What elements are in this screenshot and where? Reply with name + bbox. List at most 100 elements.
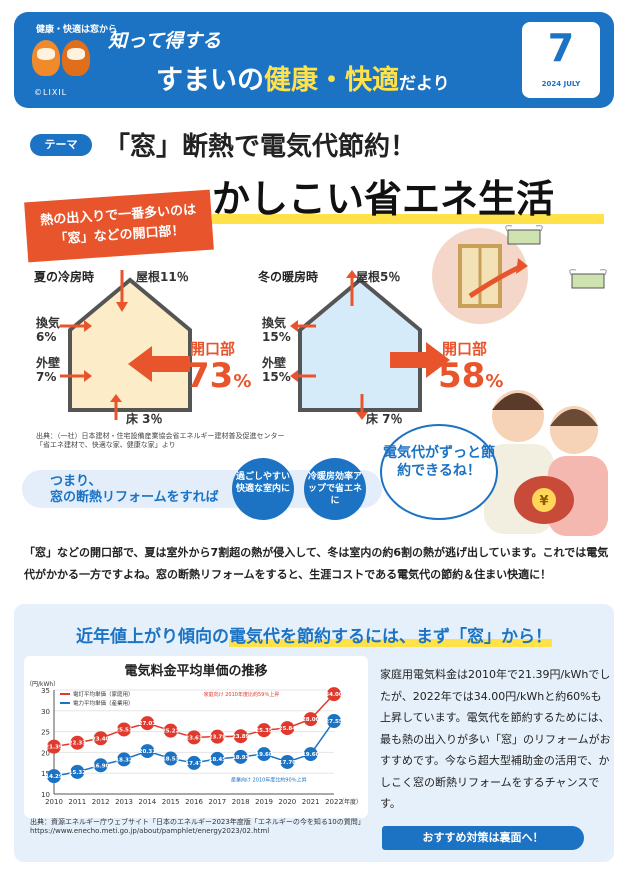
x-tick-label: 2015 [162,798,180,806]
winter-vent-pct: 15% [262,330,291,344]
data-point [280,721,295,736]
data-label: 19.60 [302,752,320,758]
winter-label: 冬の暖房時 [258,270,319,284]
summer-vent-pct: 6% [36,330,57,344]
x-tick-label: 2013 [115,798,133,806]
y-tick-label: 15 [41,770,50,778]
summer-opening-label: 開口部 [190,340,236,358]
diagram-source-line2: 「省エネ建材で、快適な家、健康な家」より [36,441,176,449]
data-point [140,744,155,759]
diagram-source: 出典：（一社）日本建材・住宅設備産業協会省エネルギー建材普及促進センター 「省エ… [36,432,285,450]
y-tick-label: 30 [41,708,50,716]
header-title: すまいの健康・快適だより [156,65,450,96]
data-label: 15.32 [69,770,87,776]
winter-opening-pct: 58% [438,356,504,396]
annotation-industry: 産業向け 2010年度比約90％上昇 [231,776,307,783]
header-banner [14,12,614,108]
data-point [117,752,131,767]
winter-opening-label: 開口部 [442,340,488,358]
data-label: 25.22 [162,729,180,735]
data-point [93,758,108,773]
benefit-line2: 窓の断熱リフォームをすれば [50,490,219,505]
issue-number: 7 [547,26,575,70]
winter-house-icon [290,270,450,420]
chart-source-line1: 出典：資源エネルギー庁ウェブサイト「日本のエネルギー2023年度版「エネルギーの… [30,818,365,826]
summer-wall-pct: 7% [36,370,57,384]
theme-badge: テーマ [30,134,92,156]
theme-title: 「窓」断熱で電気代節約！ [104,132,417,162]
data-label: 25.51 [115,727,133,733]
brand-tag: 健康・快適は窓から [36,25,118,35]
callout-box: 熱の出入りで一番多いのは 「窓」などの開口部！ [24,189,214,263]
summer-opening-pct: 73% [186,356,252,396]
x-tick-label: 2010 [45,798,63,806]
winter-floor: 床 7％ [366,412,403,426]
data-label: 23.89 [232,734,250,740]
issue-date: 2024 JULY [541,80,581,88]
headline-underline [212,214,604,224]
data-point [257,723,271,738]
data-point [327,713,341,728]
data-point [210,751,225,766]
data-label: 18.45 [209,757,227,763]
benefit-circle-energy: 冷暖房効率アップで省エネに [304,458,366,520]
data-point [163,723,178,738]
annotation-home: 家庭向け 2010年度比約59％上昇 [204,691,280,698]
x-tick-label: 2016 [185,798,203,806]
y-tick-label: 10 [41,791,50,799]
data-point [117,722,131,737]
data-label: 14.29 [45,774,63,780]
couple-illustration: ¥ [484,390,608,536]
speech-bubble: 電気代がずっと節約できるね！ [380,424,498,520]
data-label: 20.31 [139,749,157,755]
lixil-logo: ©LIXIL [34,88,68,97]
summer-floor: 床 3％ [126,412,163,426]
summer-roof: 屋根11％ [136,270,189,284]
svg-text:¥: ¥ [539,494,548,509]
mascot-left-icon [32,40,60,76]
header-subtitle: 知って得する [108,30,222,52]
data-label: 28.00 [302,717,320,723]
side-text: 家庭用電気料金は2010年で21.39円/kWhでしたが、2022年では34.0… [380,668,611,810]
benefit-text: つまり、 窓の断熱リフォームをすれば [50,474,219,506]
price-chart: 10 15 20 25 30 35 2010 2011 2012 2013 2014 2015 2016… [26,681,362,806]
window-icon [432,228,528,324]
flying-money-icon-2 [569,269,607,289]
data-label: 21.39 [45,745,63,751]
data-label: 22.33 [69,741,87,747]
y-tick-label: 25 [41,729,50,737]
chart-source-line2: https://www.enecho.meti.go.jp/about/pamp… [30,827,270,835]
y-axis-label: （円/kWh） [26,681,59,688]
winter-vent-label: 換気 [262,316,287,330]
x-tick-label: 2021 [302,798,320,806]
data-point [233,749,248,764]
x-tick-label: 2011 [68,798,86,806]
data-point [47,739,61,754]
winter-wall-pct: 15% [262,370,291,384]
issue-box [522,22,600,98]
flying-money-icon [505,225,543,245]
data-point [303,712,318,727]
back-page-button[interactable]: おすすめ対策は裏面へ！ [382,826,584,850]
data-point [47,769,61,784]
data-label: 16.90 [92,763,110,769]
data-label: 19.60 [255,752,273,758]
data-point [280,754,295,769]
data-point [140,716,155,731]
chart-title: 電気料金平均単価の推移 [124,664,268,679]
x-tick-label: 2012 [92,798,110,806]
summer-house-icon [60,270,192,420]
y-tick-label: 35 [41,687,50,695]
data-label: 27.55 [325,719,343,725]
diagram-source-line1: 出典：（一社）日本建材・住宅設備産業協会省エネルギー建材普及促進センター [36,432,285,440]
y-tick-label: 20 [41,749,50,757]
data-label: 18.32 [115,757,133,763]
benefit-line1: つまり、 [50,474,102,489]
data-point [303,747,318,762]
legend-label: 電灯平均単価（家庭用） [73,690,134,698]
summer-opening-arrow-icon [128,346,190,382]
legend-label: 電力平均単価（産業用） [73,699,134,707]
data-label: 17.70 [279,760,297,766]
x-tick-label: 2014 [138,798,156,806]
lower-title: 近年値上がり傾向の電気代を節約するには、まず「窓」から！ [76,627,552,647]
